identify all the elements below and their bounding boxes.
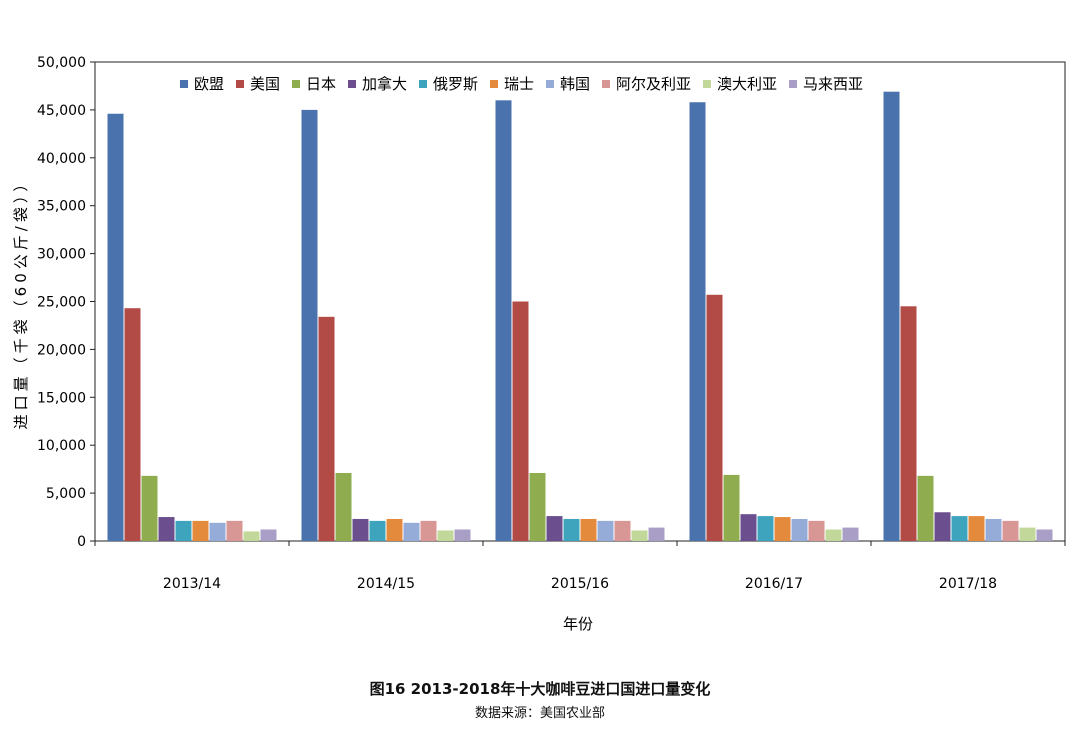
- bar: [318, 316, 335, 541]
- legend-swatch: [490, 80, 498, 88]
- x-tick-label: 2017/18: [939, 576, 997, 592]
- legend-swatch: [180, 80, 188, 88]
- bar: [631, 530, 648, 541]
- legend-label: 阿尔及利亚: [616, 75, 691, 93]
- bar: [260, 529, 277, 541]
- bar: [1019, 527, 1036, 541]
- bar: [495, 100, 512, 541]
- bar: [192, 520, 209, 541]
- bar: [420, 520, 437, 541]
- bar: [917, 475, 934, 541]
- legend-swatch: [789, 80, 797, 88]
- bar: [437, 530, 454, 541]
- bar: [1036, 529, 1053, 541]
- y-axis: 0 5,000 10,000 15,000 20,000 25,000 30,000 35,0…: [37, 55, 95, 550]
- bar: [791, 518, 808, 541]
- legend-label: 欧盟: [194, 75, 224, 93]
- bar: [107, 113, 124, 542]
- bar: [141, 475, 158, 541]
- bar: [158, 517, 175, 541]
- legend-swatch: [703, 80, 711, 88]
- legend-label: 瑞士: [504, 75, 534, 93]
- x-tick-label: 2015/16: [551, 576, 609, 592]
- y-tick-label: 25,000: [37, 295, 86, 311]
- legend-label: 韩国: [560, 75, 590, 93]
- y-tick-label: 10,000: [37, 438, 86, 454]
- bar: [1002, 520, 1019, 541]
- chart-source: 数据来源：美国农业部: [474, 706, 605, 721]
- bar: [934, 512, 951, 541]
- bar: [597, 520, 614, 541]
- chart-title: 图16 2013-2018年十大咖啡豆进口国进口量变化: [369, 680, 711, 698]
- y-tick-label: 0: [77, 534, 86, 550]
- y-tick-label: 45,000: [37, 103, 86, 119]
- y-tick-label: 5,000: [46, 486, 86, 502]
- bar: [757, 516, 774, 541]
- legend-label: 日本: [306, 75, 336, 93]
- legend: 欧盟 美国 日本 加拿大 俄罗斯 瑞士 韩国 阿尔及利亚 澳大利亚 马来西亚: [180, 75, 863, 93]
- bar: [648, 527, 665, 541]
- legend-swatch: [419, 80, 427, 88]
- bar: [512, 301, 529, 541]
- bar: [706, 294, 723, 541]
- bar: [369, 520, 386, 541]
- bar: [689, 102, 706, 542]
- legend-swatch: [546, 80, 554, 88]
- x-tick-label: 2014/15: [357, 576, 415, 592]
- y-tick-label: 15,000: [37, 390, 86, 406]
- bar: [614, 520, 631, 541]
- bar: [335, 472, 352, 541]
- bar: [951, 516, 968, 541]
- bar: [454, 529, 471, 541]
- bar: [546, 516, 563, 541]
- bar: [740, 514, 757, 541]
- legend-label: 俄罗斯: [433, 75, 478, 93]
- y-tick-label: 20,000: [37, 342, 86, 358]
- y-tick-label: 50,000: [37, 55, 86, 71]
- bar: [580, 518, 597, 541]
- bar: [226, 520, 243, 541]
- legend-swatch: [602, 80, 610, 88]
- legend-swatch: [292, 80, 300, 88]
- legend-label: 澳大利亚: [717, 75, 777, 93]
- bar: [175, 520, 192, 541]
- legend-swatch: [348, 80, 356, 88]
- legend-label: 美国: [250, 75, 280, 93]
- x-tick-label: 2013/14: [163, 576, 221, 592]
- bar: [352, 518, 369, 541]
- bar: [243, 531, 260, 541]
- bar: [209, 522, 226, 541]
- bar: [723, 474, 740, 541]
- bar: [842, 527, 859, 541]
- bar: [883, 91, 900, 541]
- bar: [529, 472, 546, 541]
- bar: [900, 306, 917, 541]
- bar: [808, 520, 825, 541]
- legend-label: 马来西亚: [803, 75, 863, 93]
- bar: [403, 522, 420, 541]
- bar: [124, 308, 141, 541]
- legend-swatch: [236, 80, 244, 88]
- y-tick-label: 35,000: [37, 199, 86, 215]
- bar: [301, 109, 318, 542]
- bar: [563, 518, 580, 541]
- bars: [107, 91, 1053, 542]
- bar: [968, 516, 985, 541]
- plot-area: [94, 61, 1066, 542]
- y-tick-label: 30,000: [37, 247, 86, 263]
- bar: [386, 518, 403, 541]
- y-axis-label: 进口量（千袋（60公斤/袋））: [12, 173, 30, 430]
- bar: [825, 529, 842, 541]
- x-axis: 2013/14 2014/15 2015/16 2016/17 2017/18: [94, 541, 1066, 592]
- bar: [985, 518, 1002, 541]
- y-tick-label: 40,000: [37, 151, 86, 167]
- x-axis-label: 年份: [563, 615, 593, 633]
- legend-label: 加拿大: [362, 75, 407, 93]
- bar: [774, 517, 791, 541]
- x-tick-label: 2016/17: [745, 576, 803, 592]
